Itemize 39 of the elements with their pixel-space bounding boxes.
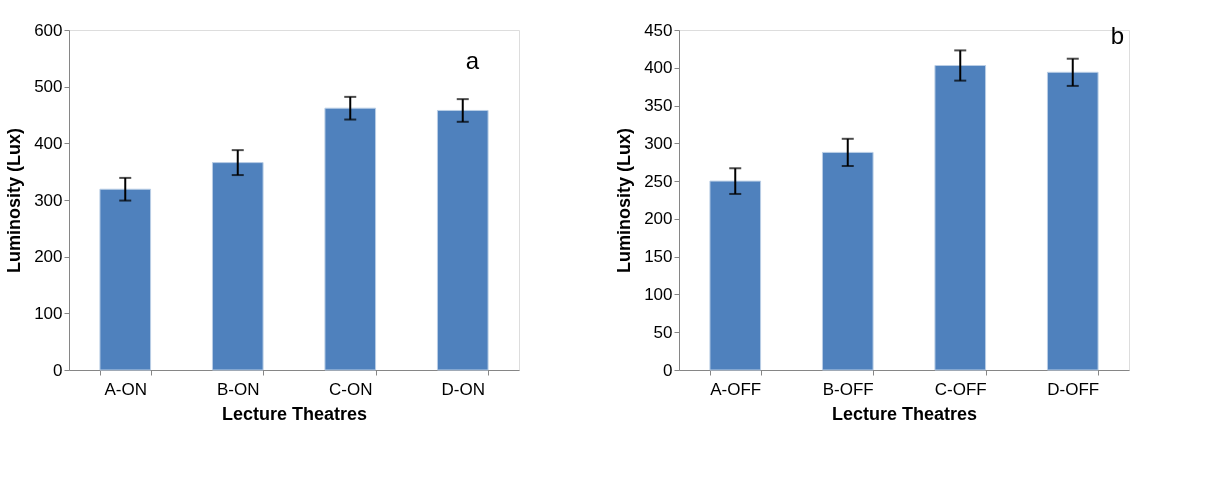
bar [99,188,152,371]
y-tick-label: 400 [644,58,673,78]
y-tick-label: 0 [53,360,63,380]
y-tick-label: 600 [34,20,63,40]
x-axis-title: Lecture Theatres [221,403,368,424]
y-tick-label: 100 [34,303,63,323]
y-tick-label: 200 [34,247,63,267]
bar [211,162,264,371]
bar [709,180,762,371]
bar [934,65,987,371]
y-tick-label: 150 [644,247,673,267]
bar [436,109,489,371]
y-axis-title: Luminosity (Lux) [614,128,635,273]
y-tick-label: 500 [34,77,63,97]
y-tick-label: 0 [663,360,673,380]
y-tick-label: 50 [653,322,673,342]
y-tick-label: 400 [34,133,63,153]
y-axis-title: Luminosity (Lux) [4,128,25,273]
x-tick-label: D-ON [441,379,485,399]
x-tick-label: B-ON [217,379,260,399]
y-tick-label: 450 [644,20,673,40]
x-tick-label: C-ON [329,379,373,399]
bar [1046,71,1099,371]
x-tick-label: B-OFF [822,379,874,399]
y-tick-label: 250 [644,171,673,191]
y-tick-label: 300 [644,133,673,153]
bar [821,151,874,371]
x-tick-label: A-ON [104,379,147,399]
x-tick-label: A-OFF [710,379,762,399]
annotation: b [1110,22,1124,49]
bar [324,107,377,371]
x-axis-title: Lecture Theatres [831,403,978,424]
y-tick-label: 350 [644,96,673,116]
y-tick-label: 100 [644,284,673,304]
x-tick-label: D-OFF [1047,379,1100,399]
y-tick-label: 300 [34,190,63,210]
annotation: a [465,47,480,74]
y-tick-label: 200 [644,209,673,229]
x-tick-label: C-OFF [934,379,987,399]
